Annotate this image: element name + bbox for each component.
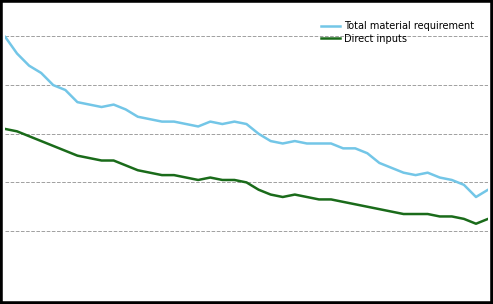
Legend: Total material requirement, Direct inputs: Total material requirement, Direct input… (317, 17, 478, 48)
